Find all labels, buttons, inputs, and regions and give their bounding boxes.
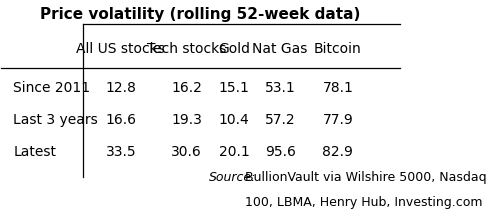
Text: Last 3 years: Last 3 years: [13, 113, 98, 127]
Text: 53.1: 53.1: [265, 81, 295, 95]
Text: 77.9: 77.9: [323, 113, 353, 127]
Text: 82.9: 82.9: [323, 145, 353, 159]
Text: 16.2: 16.2: [171, 81, 202, 95]
Text: Nat Gas: Nat Gas: [252, 42, 308, 56]
Text: 19.3: 19.3: [171, 113, 202, 127]
Text: Bitcoin: Bitcoin: [314, 42, 362, 56]
Text: Tech stocks: Tech stocks: [147, 42, 226, 56]
Text: 20.1: 20.1: [219, 145, 249, 159]
Text: Latest: Latest: [13, 145, 56, 159]
Text: 30.6: 30.6: [171, 145, 202, 159]
Text: 57.2: 57.2: [265, 113, 295, 127]
Text: Gold: Gold: [218, 42, 250, 56]
Text: Price volatility (rolling 52-week data): Price volatility (rolling 52-week data): [41, 7, 361, 22]
Text: BullionVault via Wilshire 5000, Nasdaq: BullionVault via Wilshire 5000, Nasdaq: [245, 171, 487, 184]
Text: 10.4: 10.4: [219, 113, 249, 127]
Text: 15.1: 15.1: [219, 81, 250, 95]
Text: All US stocks: All US stocks: [77, 42, 165, 56]
Text: 12.8: 12.8: [105, 81, 136, 95]
Text: 100, LBMA, Henry Hub, Investing.com: 100, LBMA, Henry Hub, Investing.com: [245, 196, 483, 209]
Text: 16.6: 16.6: [105, 113, 136, 127]
Text: 78.1: 78.1: [323, 81, 353, 95]
Text: Source:: Source:: [208, 171, 256, 184]
Text: Since 2011: Since 2011: [13, 81, 90, 95]
Text: 95.6: 95.6: [265, 145, 295, 159]
Text: 33.5: 33.5: [106, 145, 136, 159]
